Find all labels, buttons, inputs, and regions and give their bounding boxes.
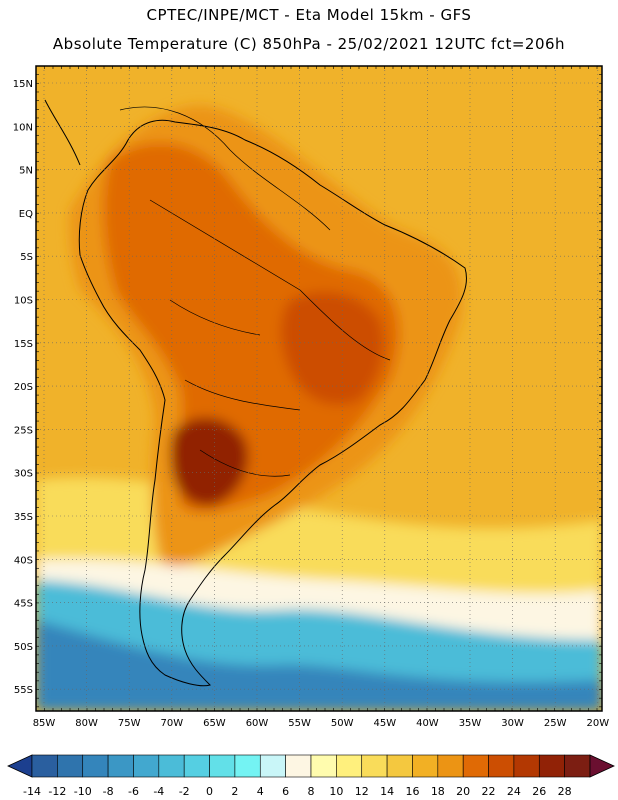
colorbar-segment (564, 754, 591, 778)
colorbar-segment (538, 754, 565, 778)
colorbar-segment (133, 754, 160, 778)
lon-label: 25W (544, 718, 567, 729)
lon-label: 50W (331, 718, 354, 729)
lat-label: 5N (19, 166, 33, 177)
colorbar-segment (513, 754, 540, 778)
colorbar-label: 4 (257, 785, 264, 798)
colorbar-segment (437, 754, 464, 778)
lon-label: 40W (416, 718, 439, 729)
colorbar-segment (209, 754, 236, 778)
lat-label: 40S (14, 555, 33, 566)
country-borders (119, 106, 391, 477)
lon-label: 30W (501, 718, 524, 729)
colorbar-segment (310, 754, 337, 778)
colorbar-label: 6 (282, 785, 289, 798)
colorbar-segment (488, 754, 515, 778)
colorbar-label: -2 (179, 785, 190, 798)
lat-label: 45S (14, 599, 33, 610)
latitude-labels: 15N 10N 5N EQ 5S 10S 15S 20S 25S 30S 35S 40S 45S 50S 5… (13, 79, 33, 696)
colorbar-segment (107, 754, 134, 778)
coastlines (44, 99, 467, 687)
colorbar-label: 28 (558, 785, 572, 798)
colorbar-segment (285, 754, 312, 778)
colorbar-labels: -14 -12 -10 -8 -6 -4 -2 0 2 4 6 8 10 12 14 16 18 20 22 24 26… (23, 785, 572, 798)
colorbar-label: 14 (380, 785, 394, 798)
chart-title-line2: Absolute Temperature (C) 850hPa - 25/02/… (52, 35, 566, 53)
colorbar-segment (57, 754, 84, 778)
lat-label: 10N (13, 122, 33, 133)
lon-label: 85W (33, 718, 56, 729)
colorbar-right-arrow (589, 754, 615, 778)
colorbar-label: 0 (206, 785, 213, 798)
lon-label: 60W (246, 718, 269, 729)
map-frame (35, 65, 603, 712)
colorbar-label: 8 (308, 785, 315, 798)
colorbar-segment (259, 754, 286, 778)
temperature-field (36, 66, 602, 711)
colorbar-label: 20 (456, 785, 470, 798)
lat-label: 20S (14, 382, 33, 393)
colorbar-segment (386, 754, 413, 778)
colorbar-segment (234, 754, 261, 778)
lat-label: 15S (14, 339, 33, 350)
lon-label: 20W (586, 718, 609, 729)
colorbar-label: 22 (482, 785, 496, 798)
colorbar-segment (412, 754, 439, 778)
lat-label: 15N (13, 79, 33, 90)
lat-label: 55S (14, 685, 33, 696)
colorbar-segment (82, 754, 109, 778)
lat-label: EQ (19, 209, 33, 220)
lat-label: 5S (20, 252, 33, 263)
colorbar-label: -12 (48, 785, 66, 798)
south-america-coastline (78, 119, 467, 687)
colorbar-segment (462, 754, 489, 778)
colorbar-label: 18 (431, 785, 445, 798)
brazil-hot-core (280, 291, 384, 405)
continent-hot-zone (103, 142, 400, 513)
lon-label: 45W (373, 718, 396, 729)
lon-label: 80W (75, 718, 98, 729)
colorbar-label: 24 (507, 785, 521, 798)
colorbar-segment (336, 754, 363, 778)
chart-title-line1: CPTEC/INPE/MCT - Eta Model 15km - GFS (146, 6, 472, 24)
colorbar-label: 10 (329, 785, 343, 798)
lat-label: 10S (14, 296, 33, 307)
lon-label: 70W (160, 718, 183, 729)
lat-label: 30S (14, 469, 33, 480)
colorbar-left-arrow (7, 754, 33, 778)
colorbar-label: 16 (405, 785, 419, 798)
lat-label: 35S (14, 512, 33, 523)
lon-label: 75W (118, 718, 141, 729)
cold-zone-blue (36, 620, 602, 711)
lat-label: 25S (14, 425, 33, 436)
colorbar-segment (361, 754, 388, 778)
lat-label: 50S (14, 642, 33, 653)
colorbar-label: 12 (355, 785, 369, 798)
lon-label: 65W (203, 718, 226, 729)
central-america-coastline (44, 99, 81, 166)
colorbar-label: -14 (23, 785, 41, 798)
longitude-labels: 85W 80W 75W 70W 65W 60W 55W 50W 45W 40W 35W 30W 25W 2… (33, 718, 610, 729)
lon-label: 55W (288, 718, 311, 729)
colorbar-label: -8 (103, 785, 114, 798)
colorbar-segment (158, 754, 185, 778)
colorbar-label: 26 (532, 785, 546, 798)
chaco-hot-core (170, 417, 249, 506)
colorbar-label: 2 (231, 785, 238, 798)
colorbar-segment (183, 754, 210, 778)
colorbar-label: -10 (74, 785, 92, 798)
colorbar-label: -6 (128, 785, 139, 798)
temperature-colorbar (7, 754, 615, 778)
colorbar-segment (31, 754, 58, 778)
colorbar-label: -4 (153, 785, 164, 798)
lon-label: 35W (459, 718, 482, 729)
